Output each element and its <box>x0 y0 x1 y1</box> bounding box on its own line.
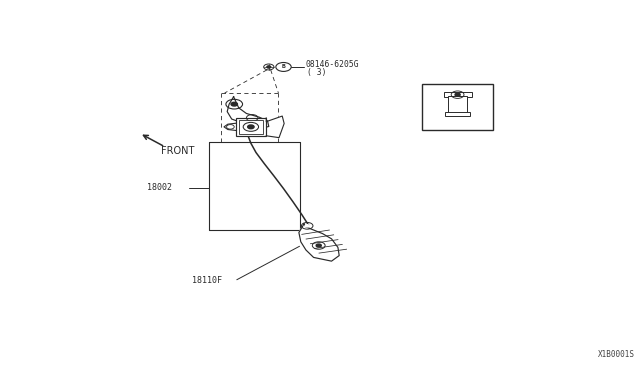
Polygon shape <box>266 116 284 138</box>
Text: 18110F: 18110F <box>192 276 222 285</box>
Text: 18002: 18002 <box>147 183 172 192</box>
Bar <box>239 120 263 134</box>
Bar <box>236 118 266 136</box>
Polygon shape <box>299 224 339 261</box>
Bar <box>448 96 467 112</box>
Text: 18010F: 18010F <box>426 89 456 98</box>
Bar <box>444 92 472 97</box>
Circle shape <box>305 225 309 227</box>
Polygon shape <box>227 97 269 128</box>
Circle shape <box>231 102 237 106</box>
Bar <box>445 112 470 116</box>
Circle shape <box>248 125 254 129</box>
Text: B: B <box>282 64 285 70</box>
Circle shape <box>267 66 271 68</box>
Circle shape <box>455 93 460 96</box>
Text: ( 3): ( 3) <box>307 68 326 77</box>
Circle shape <box>316 244 321 247</box>
Text: X1B0001S: X1B0001S <box>598 350 636 359</box>
Text: 08146-6205G: 08146-6205G <box>305 60 359 69</box>
Text: FRONT: FRONT <box>161 147 195 156</box>
Bar <box>422 84 493 130</box>
